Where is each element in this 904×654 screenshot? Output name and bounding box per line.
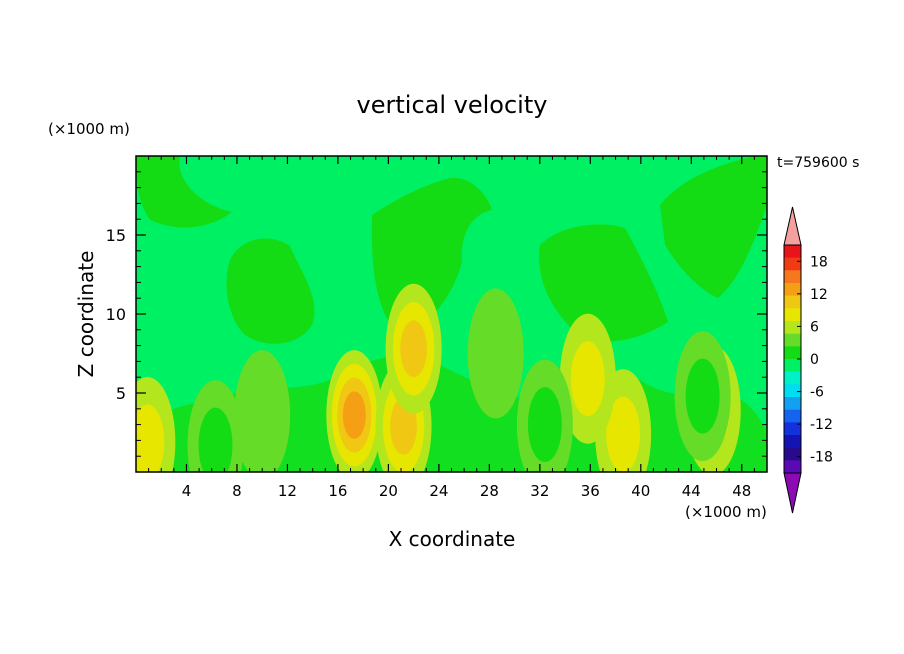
x-tick-label: 48: [732, 482, 751, 500]
contour-feature-11: [467, 288, 524, 419]
colorbar-swatch: [784, 371, 801, 385]
contour-feature-9: [187, 380, 244, 472]
colorbar-swatch: [784, 321, 801, 334]
contour-level: [527, 387, 562, 463]
colorbar-swatch: [784, 435, 801, 448]
colorbar-label: 18: [810, 254, 828, 270]
x-tick-label: 24: [429, 482, 448, 500]
colorbar-label: 0: [810, 352, 819, 368]
x-tick-label: 44: [682, 482, 701, 500]
contour-region-upper-0: [136, 156, 232, 228]
contour-level: [685, 358, 720, 434]
contour-level: [570, 341, 605, 417]
contour-field: [136, 156, 767, 472]
colorbar-label: 6: [810, 319, 819, 335]
contour-feature-8: [674, 331, 731, 462]
contour-feature-2: [385, 283, 442, 414]
contour-feature-10: [234, 350, 291, 472]
colorbar-swatch: [784, 409, 801, 423]
x-tick-label: 40: [631, 482, 650, 500]
contour-level: [400, 320, 427, 378]
x-tick-label: 4: [182, 482, 192, 500]
contour-level: [136, 404, 165, 472]
contour-feature-5: [136, 376, 176, 472]
colorbar-label: -6: [810, 385, 824, 401]
colorbar-swatch: [784, 308, 801, 322]
colorbar-swatch: [784, 422, 801, 436]
y-tick-label: 10: [106, 305, 126, 324]
colorbar-swatch: [784, 295, 801, 309]
time-label: t=759600 s: [777, 155, 859, 171]
colorbar-label: -18: [810, 450, 833, 466]
x-tick-label: 16: [328, 482, 347, 500]
x-tick-label: 36: [581, 482, 600, 500]
colorbar-swatch: [784, 333, 801, 347]
colorbar-swatch: [784, 257, 801, 271]
y-tick-label: 5: [116, 384, 126, 403]
chart-title: vertical velocity: [357, 91, 548, 119]
colorbar-swatch: [784, 447, 801, 461]
colorbar: 18 12 6 0 -6 -12 -18: [783, 206, 833, 514]
colorbar-swatch: [784, 270, 801, 284]
contour-level: [467, 288, 524, 419]
colorbar-label: -12: [810, 417, 833, 433]
colorbar-swatch: [784, 346, 801, 360]
x-tick-label: 12: [278, 482, 297, 500]
x-tick-label: 20: [379, 482, 398, 500]
colorbar-label: 12: [810, 287, 828, 303]
x-tick-label: 28: [480, 482, 499, 500]
x-tick-label: 32: [530, 482, 549, 500]
contour-level: [342, 391, 366, 439]
x-axis-label: X coordinate: [389, 527, 516, 551]
y-tick-label: 15: [106, 226, 126, 245]
colorbar-under-triangle: [783, 472, 802, 514]
contour-feature-0: [326, 350, 383, 472]
y-unit-label: (×1000 m): [48, 120, 130, 138]
y-axis-label: Z coordinate: [74, 251, 98, 378]
colorbar-swatch: [784, 384, 801, 398]
x-tick-label: 8: [232, 482, 242, 500]
colorbar-swatch: [784, 460, 801, 474]
colorbar-swatch: [784, 359, 801, 372]
contour-region-upper-3: [539, 224, 668, 342]
colorbar-over-triangle: [783, 206, 802, 246]
contour-feature-7: [516, 359, 573, 472]
colorbar-swatch: [784, 245, 801, 258]
contour-region-upper-4: [660, 156, 767, 298]
contour-feature-4: [559, 313, 616, 444]
colorbar-swatch: [784, 283, 801, 296]
contour-level: [234, 350, 291, 472]
contour-region-upper-1: [226, 238, 315, 344]
contour-level: [198, 407, 233, 472]
x-unit-label: (×1000 m): [685, 503, 767, 521]
colorbar-swatch: [784, 397, 801, 410]
contour-level: [606, 396, 641, 472]
